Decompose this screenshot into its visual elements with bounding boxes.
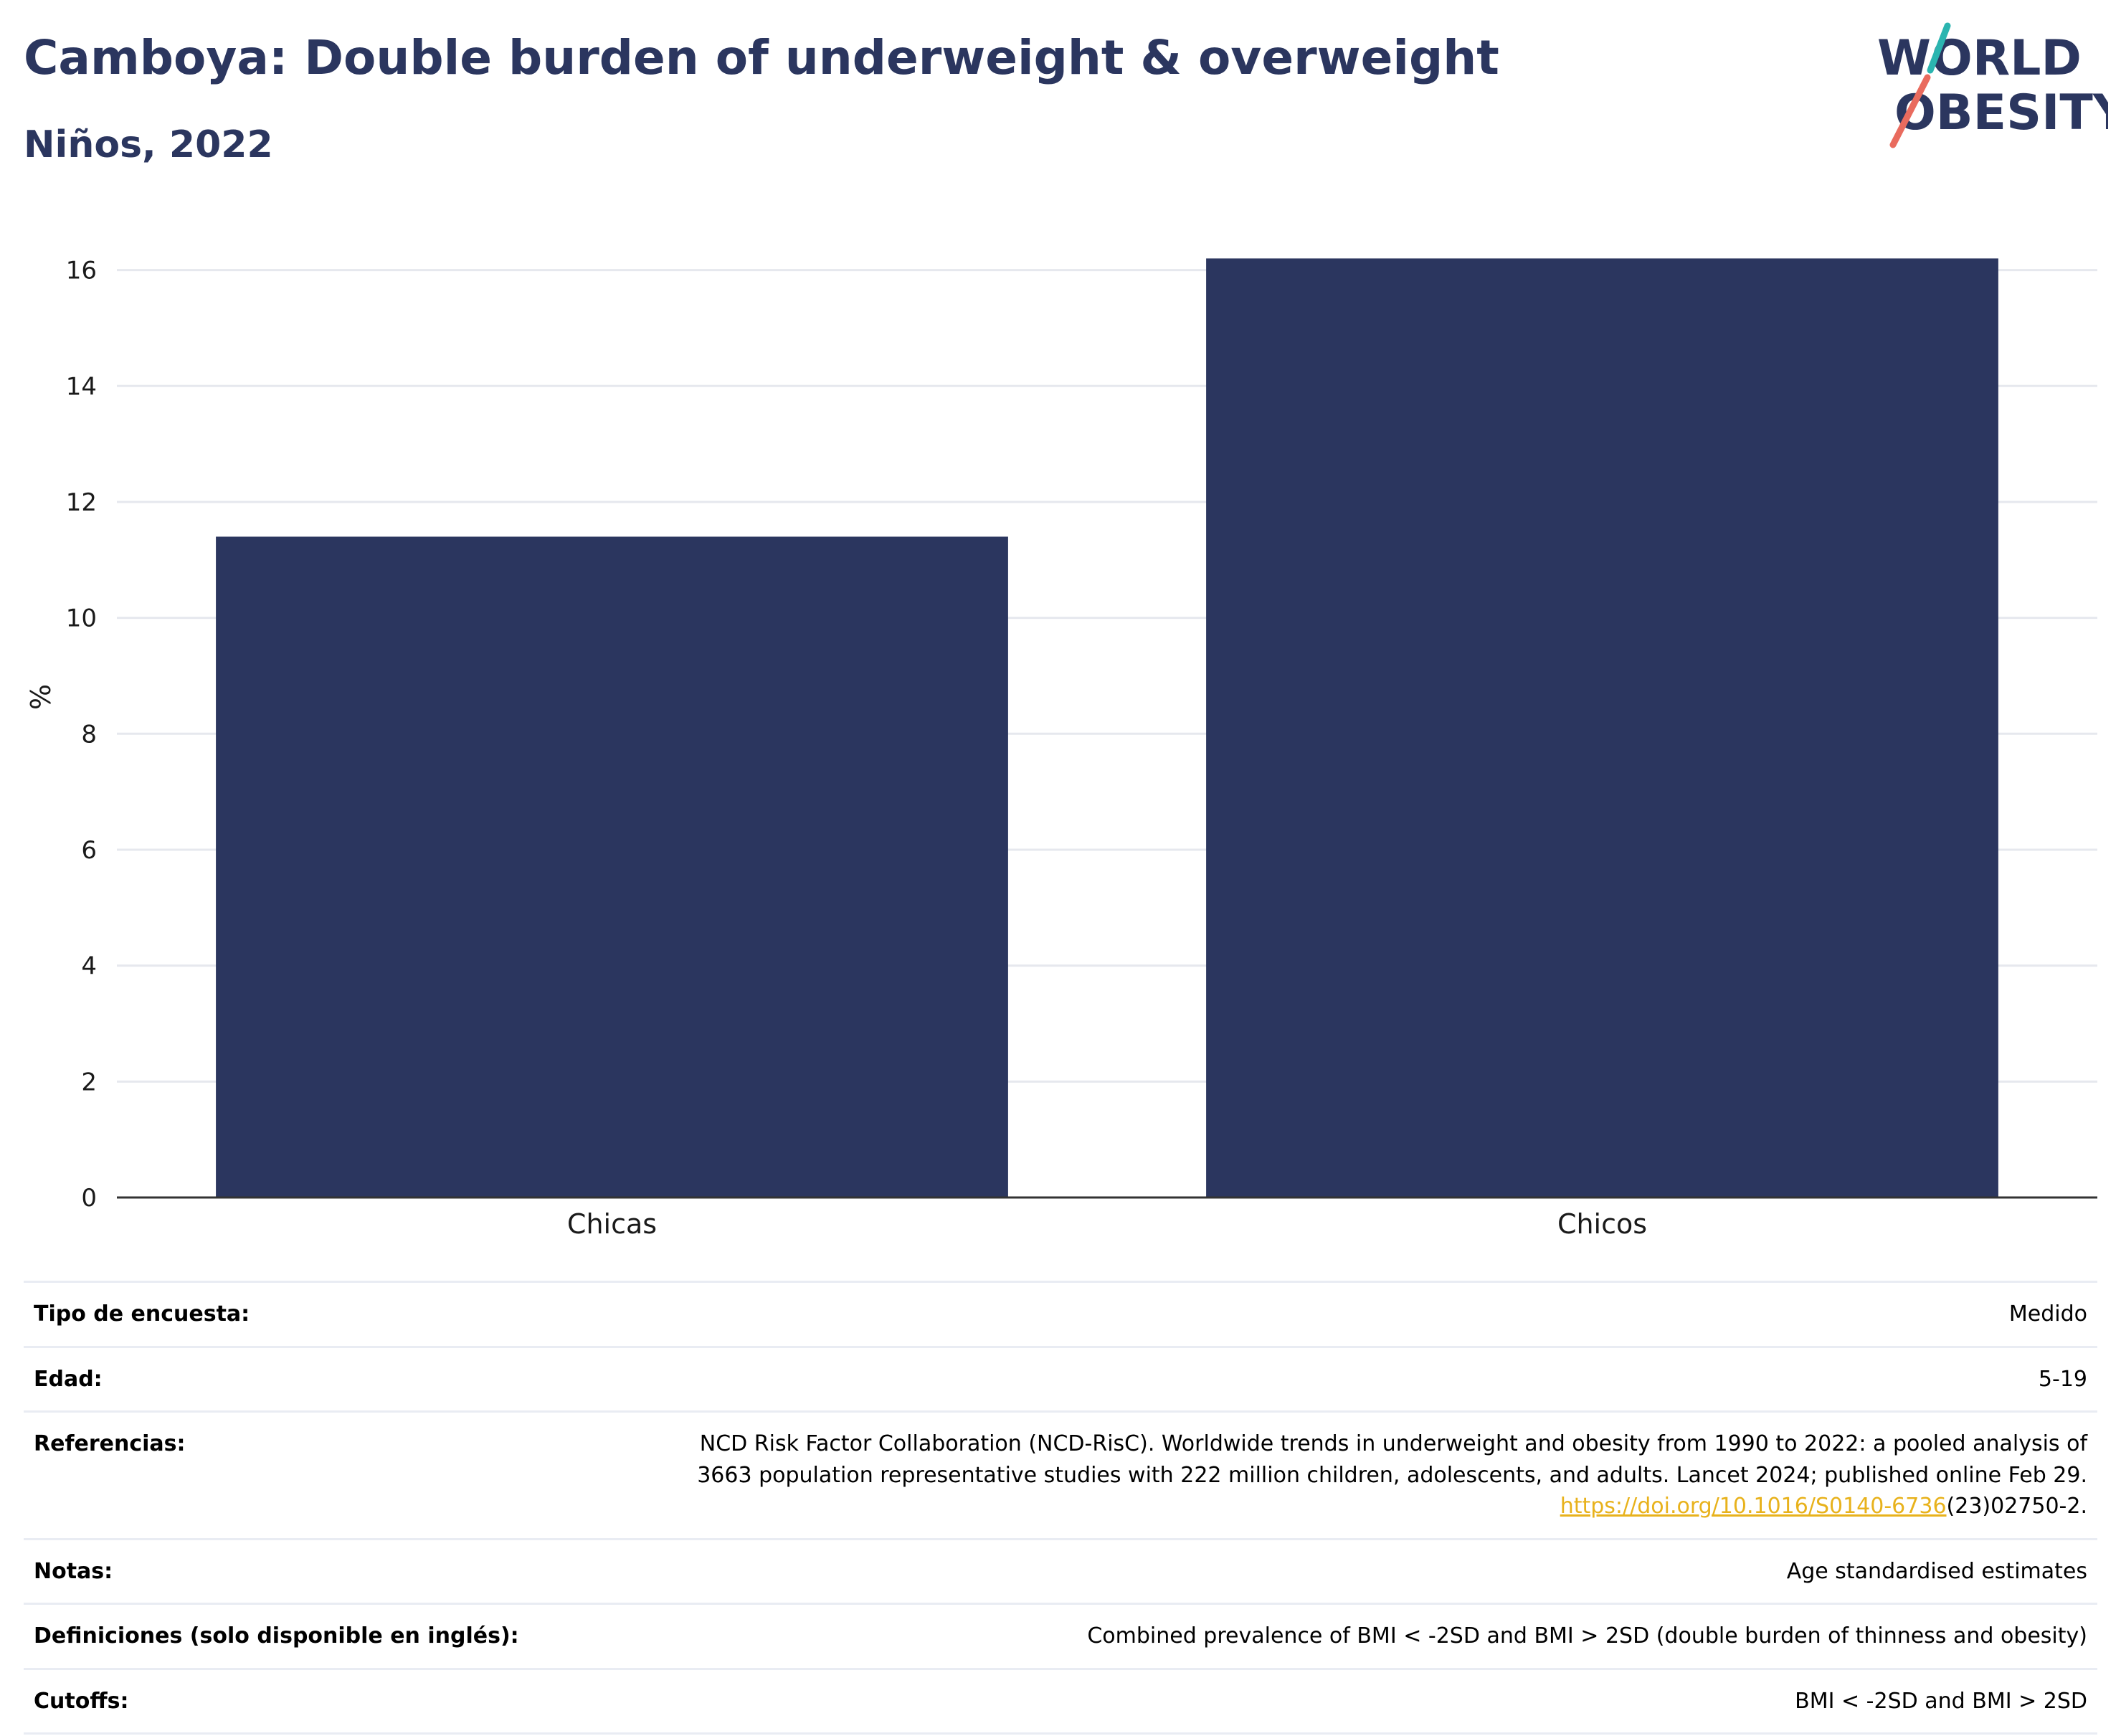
- y-tick-label: 4: [81, 952, 97, 981]
- info-row-survey: Tipo de encuesta: Medido: [24, 1281, 2097, 1347]
- x-tick-label: Chicos: [1557, 1208, 1647, 1240]
- logo-text-world: WORLD: [1877, 30, 2082, 87]
- bar-chicos[interactable]: [1206, 258, 1998, 1197]
- survey-label: Tipo de encuesta:: [34, 1301, 250, 1327]
- doi-link[interactable]: https://doi.org/10.1016/S0140-6736: [1560, 1494, 1947, 1519]
- references-line-3: https://doi.org/10.1016/S0140-6736(23)02…: [599, 1491, 2087, 1522]
- survey-value: Medido: [2008, 1301, 2087, 1327]
- y-tick-label: 14: [66, 372, 97, 401]
- world-obesity-logo: WORLD OBESITY: [1877, 22, 2108, 148]
- info-table: Tipo de encuesta: Medido Edad: 5-19 Refe…: [24, 1281, 2097, 1735]
- x-tick-label: Chicas: [567, 1208, 657, 1240]
- references-label: Referencias:: [34, 1431, 186, 1456]
- y-tick-label: 8: [81, 720, 97, 749]
- y-tick-label: 6: [81, 836, 97, 865]
- bar-chart: 0 2 4 6 8 10 12 14 16 Chicas Chicos %: [25, 257, 2097, 1240]
- y-tick-label: 16: [66, 257, 97, 285]
- axes: 0 2 4 6 8 10 12 14 16 Chicas Chicos: [66, 257, 2097, 1240]
- age-label: Edad:: [34, 1366, 103, 1392]
- y-tick-label: 10: [66, 604, 97, 633]
- age-value: 5-19: [2038, 1366, 2087, 1392]
- cutoffs-value: BMI < -2SD and BMI > 2SD: [1795, 1688, 2087, 1714]
- info-row-notes: Notas: Age standardised estimates: [24, 1539, 2097, 1604]
- logo-text-obesity: OBESITY: [1894, 85, 2108, 141]
- definitions-label: Definiciones (solo disponible en inglés)…: [34, 1623, 519, 1649]
- chart-subtitle: Niños, 2022: [24, 123, 273, 166]
- logo-slash-coral: [1889, 74, 1931, 148]
- notes-label: Notas:: [34, 1558, 113, 1584]
- cutoffs-label: Cutoffs:: [34, 1688, 129, 1714]
- info-row-cutoffs: Cutoffs: BMI < -2SD and BMI > 2SD: [24, 1669, 2097, 1734]
- doi-tail: (23)02750-2.: [1946, 1494, 2087, 1519]
- y-tick-label: 2: [81, 1068, 97, 1096]
- bars: [216, 258, 1998, 1197]
- y-tick-label: 0: [81, 1184, 97, 1213]
- references-line-2: 3663 population representative studies w…: [697, 1462, 2087, 1488]
- info-row-definitions: Definiciones (solo disponible en inglés)…: [24, 1603, 2097, 1669]
- info-row-references: Referencias: NCD Risk Factor Collaborati…: [24, 1411, 2097, 1540]
- y-axis-title: %: [25, 684, 57, 710]
- references-line-1: NCD Risk Factor Collaboration (NCD-RisC)…: [699, 1431, 2087, 1456]
- notes-value: Age standardised estimates: [1786, 1558, 2087, 1584]
- bar-chicas[interactable]: [216, 536, 1008, 1197]
- definitions-value: Combined prevalence of BMI < -2SD and BM…: [1087, 1623, 2087, 1649]
- references-value: NCD Risk Factor Collaboration (NCD-RisC)…: [589, 1412, 2097, 1540]
- logo-slash-teal: [1927, 22, 1951, 74]
- chart-title: Camboya: Double burden of underweight & …: [24, 30, 1499, 85]
- info-row-age: Edad: 5-19: [24, 1347, 2097, 1412]
- y-tick-label: 12: [66, 488, 97, 517]
